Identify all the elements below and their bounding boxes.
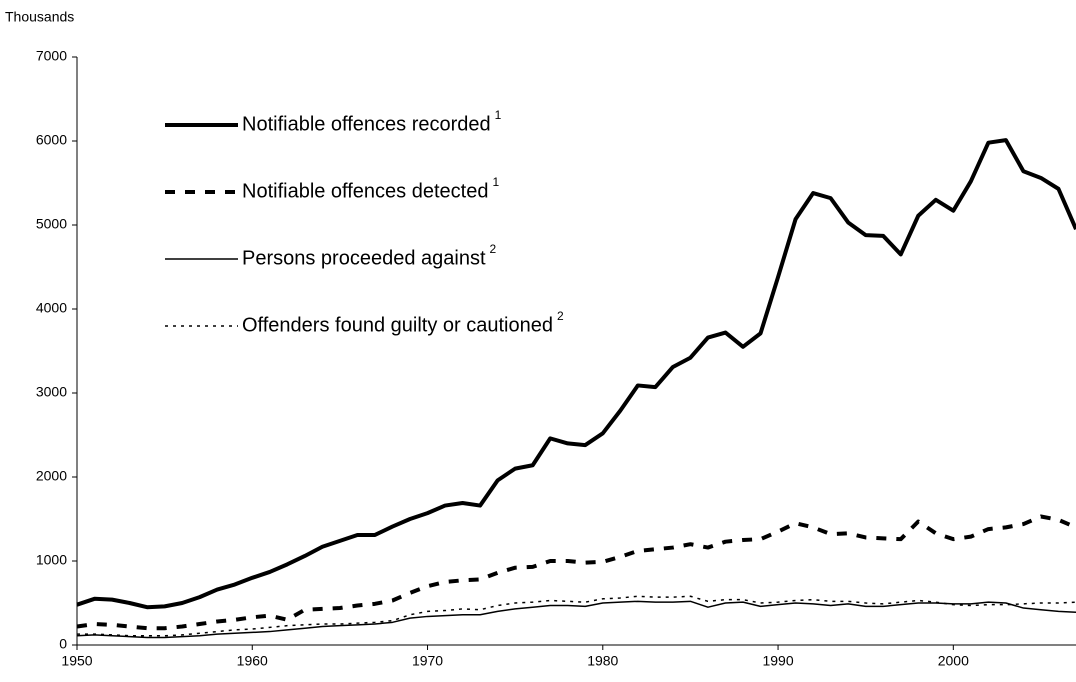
x-tick-label: 2000 xyxy=(938,653,969,669)
legend-label: Offenders found guilty or cautioned xyxy=(242,314,553,336)
y-axis-title: Thousands xyxy=(5,9,74,25)
legend-superscript: 2 xyxy=(490,242,497,256)
x-tick-label: 1950 xyxy=(61,653,92,669)
y-tick-label: 6000 xyxy=(36,132,67,148)
x-tick-label: 1970 xyxy=(412,653,443,669)
x-tick-label: 1990 xyxy=(762,653,793,669)
legend-label: Notifiable offences recorded xyxy=(242,113,491,135)
legend-label: Notifiable offences detected xyxy=(242,180,488,202)
y-tick-label: 4000 xyxy=(36,300,67,316)
y-tick-label: 7000 xyxy=(36,48,67,64)
x-tick-label: 1960 xyxy=(237,653,268,669)
series-line xyxy=(76,138,1076,610)
y-tick-label: 0 xyxy=(59,636,67,652)
y-tick-label: 5000 xyxy=(36,216,67,232)
legend-label: Persons proceeded against xyxy=(242,247,486,269)
legend-superscript: 1 xyxy=(492,175,499,189)
series-line xyxy=(76,514,1076,631)
series-line xyxy=(76,600,1076,639)
legend-superscript: 1 xyxy=(495,108,502,122)
series-line xyxy=(77,595,1076,637)
legend-superscript: 2 xyxy=(557,309,564,323)
y-tick-label: 1000 xyxy=(36,552,67,568)
x-tick-label: 1980 xyxy=(587,653,618,669)
y-tick-label: 3000 xyxy=(36,384,67,400)
y-tick-label: 2000 xyxy=(36,468,67,484)
